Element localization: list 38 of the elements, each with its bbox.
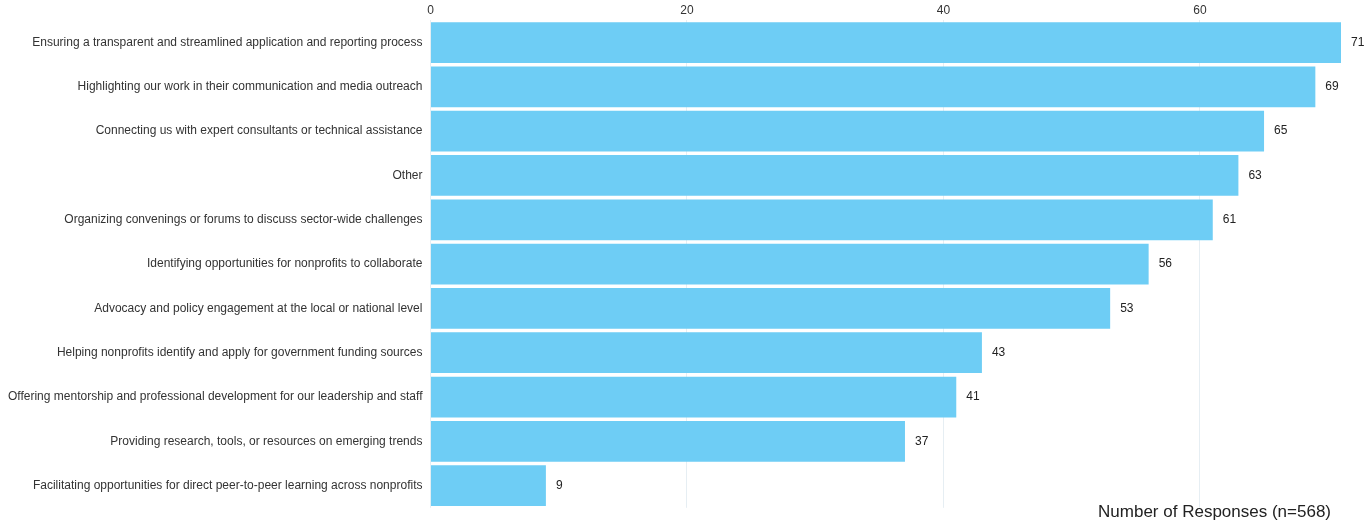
x-tick-label: 40	[936, 2, 951, 17]
y-tick-label: Advocacy and policy engagement at the local or national level	[94, 300, 423, 315]
y-tick-label: Highlighting our work in their communication and media outreach	[77, 79, 423, 94]
y-tick-label: Offering mentorship and professional development for our leadership and staff	[7, 389, 424, 404]
bar	[430, 199, 1213, 241]
y-tick-label: Facilitating opportunities for direct peer-to-peer learning across nonprofits	[32, 477, 423, 492]
data-label: 9	[555, 477, 563, 492]
bar	[430, 288, 1111, 329]
bar	[430, 155, 1239, 196]
data-label: 69	[1325, 79, 1340, 94]
data-label: 53	[1120, 300, 1134, 315]
x-tick-label: 0	[427, 2, 435, 17]
data-label: 41	[966, 389, 980, 404]
data-label: 65	[1274, 123, 1288, 138]
data-label: 43	[991, 345, 1006, 360]
data-label: 63	[1248, 167, 1263, 182]
y-tick-label: Connecting us with expert consultants or technical assistance	[95, 123, 423, 138]
bar	[430, 332, 982, 374]
y-tick-label: Providing research, tools, or resources on emerging trends	[110, 433, 423, 448]
bar	[430, 465, 546, 507]
bar	[430, 243, 1149, 285]
y-tick-label: Helping nonprofits identify and apply for government funding sources	[56, 345, 423, 360]
x-axis-title: Number of Responses (n=568)	[1098, 502, 1331, 522]
y-tick-label: Ensuring a transparent and streamlined application and reporting process	[32, 34, 423, 49]
bar	[430, 66, 1316, 108]
bar	[430, 376, 957, 418]
data-label: 56	[1158, 256, 1173, 271]
bar	[430, 420, 905, 462]
x-tick-label: 60	[1193, 2, 1207, 17]
data-label: 61	[1222, 212, 1237, 227]
data-label: 37	[914, 433, 929, 448]
y-tick-label: Organizing convenings or forums to discuss sector-wide challenges	[64, 212, 423, 227]
bar	[430, 22, 1341, 63]
bar	[430, 110, 1265, 152]
x-tick-label: 20	[680, 2, 694, 17]
data-label: 71	[1351, 34, 1365, 49]
y-tick-label: Other	[392, 167, 423, 182]
y-tick-label: Identifying opportunities for nonprofits to collaborate	[146, 256, 423, 271]
